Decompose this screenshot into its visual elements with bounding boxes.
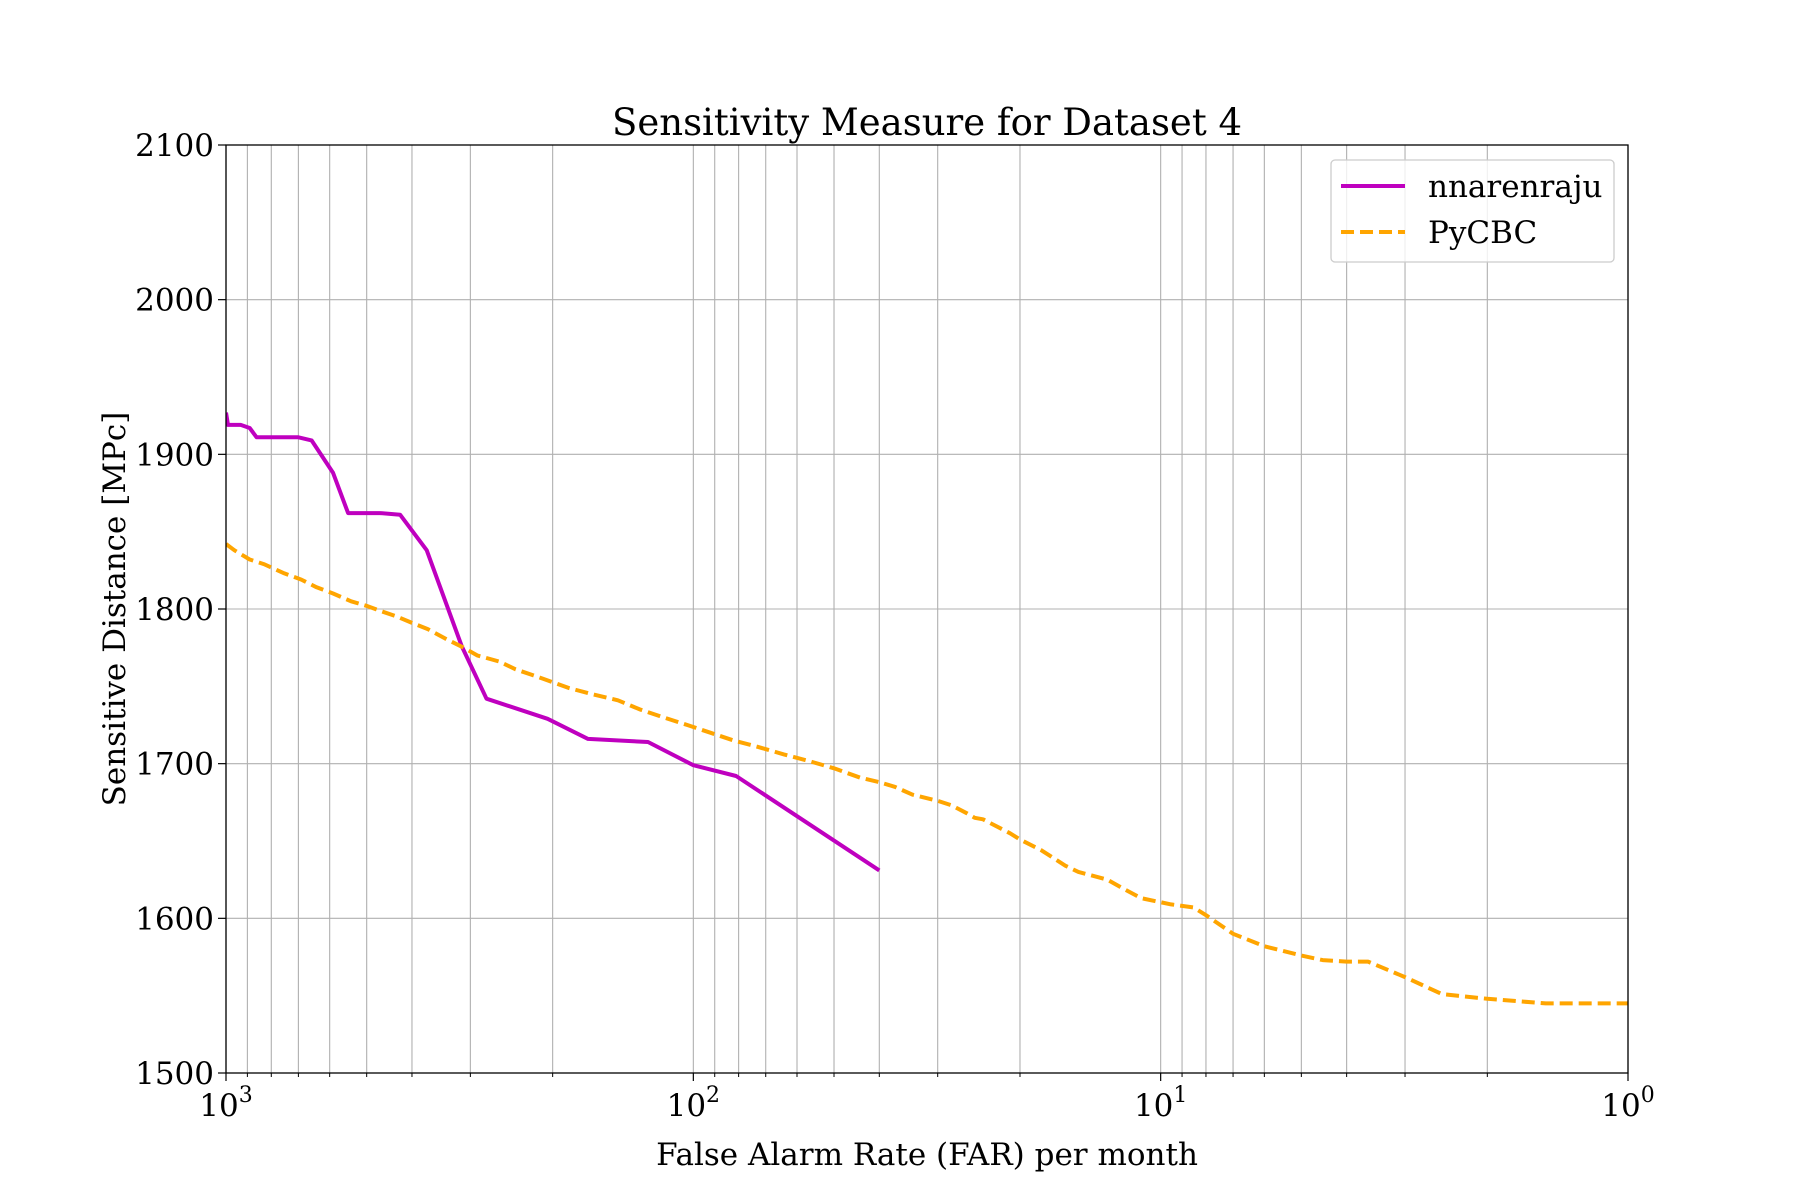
- y-tick-label: 1500: [135, 1056, 214, 1092]
- y-tick-label: 2000: [135, 283, 214, 319]
- y-tick-label: 2100: [135, 128, 214, 164]
- x-axis-title: False Alarm Rate (FAR) per month: [656, 1137, 1198, 1173]
- series-line-nnarenraju: [226, 412, 881, 873]
- series-layer: [226, 412, 1628, 1006]
- x-tick-label: 100: [1601, 1083, 1654, 1124]
- legend: nnarenraju PyCBC: [1330, 159, 1615, 263]
- y-axis-title: Sensitive Distance [MPc]: [97, 412, 133, 807]
- series-line-pycbc: [226, 542, 1628, 1006]
- legend-label-nnarenraju: nnarenraju: [1428, 169, 1602, 205]
- y-tick-label: 1900: [135, 437, 214, 473]
- tick-marks: [218, 144, 1629, 1081]
- y-tick-label: 1700: [135, 747, 214, 783]
- chart-title: Sensitivity Measure for Dataset 4: [612, 101, 1242, 144]
- legend-label-pycbc: PyCBC: [1428, 215, 1537, 251]
- y-tick-label: 1800: [135, 592, 214, 628]
- y-tick-label: 1600: [135, 901, 214, 937]
- y-tick-labels: 1500 1600 1700 1800 1900 2000 2100: [135, 128, 214, 1092]
